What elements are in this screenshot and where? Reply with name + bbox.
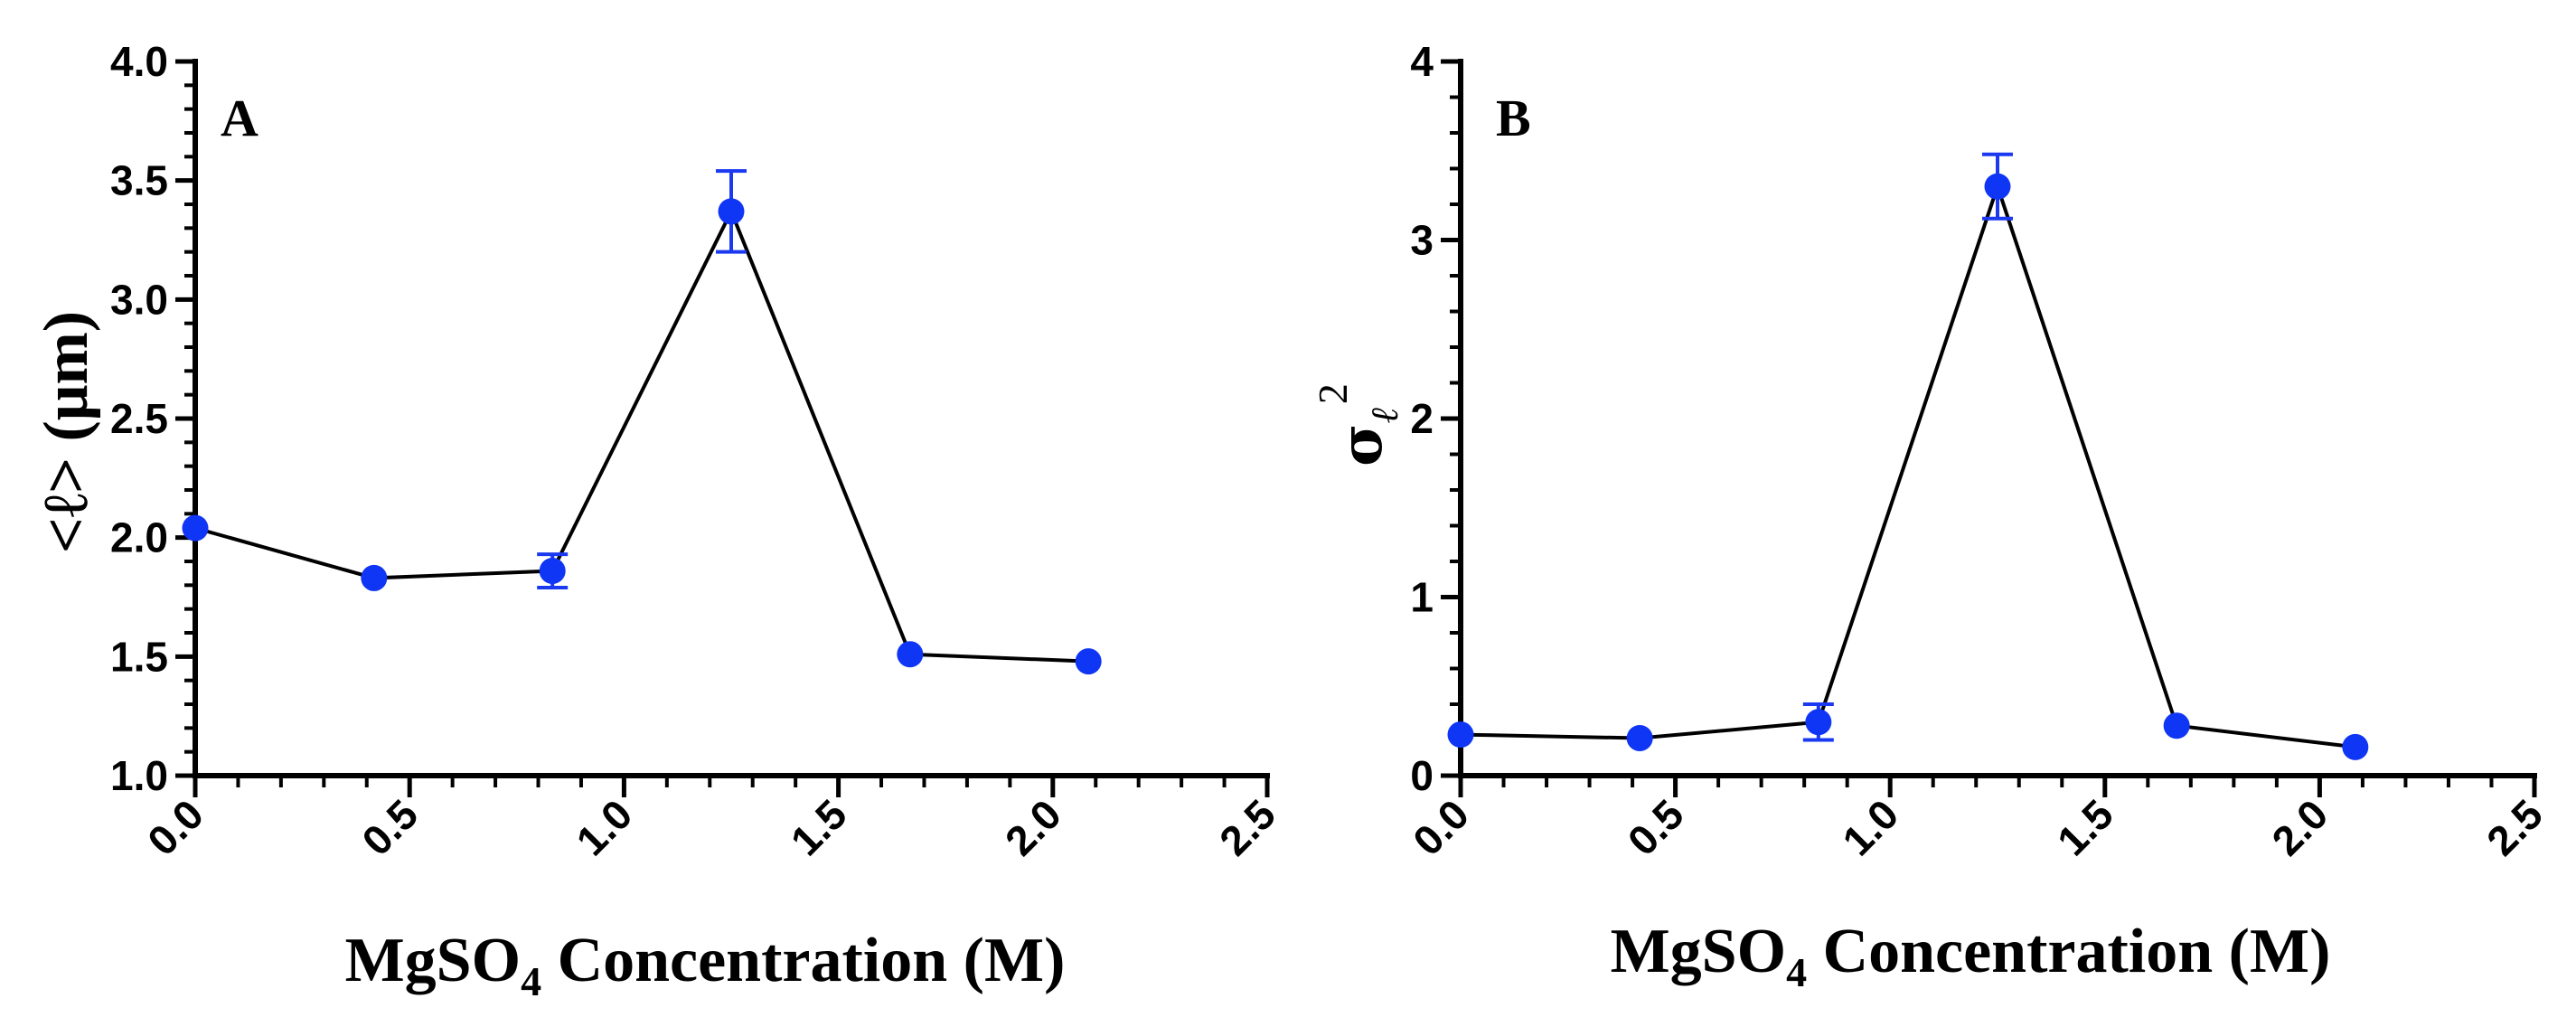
panel-a-y-axis-title: <ℓ> (μm): [32, 311, 101, 553]
panel-b-x-tick-label: 2.0: [2262, 790, 2336, 864]
panel-b-data-point: [1984, 173, 2011, 200]
panel-b-x-axis-title: MgSO4 Concentration (M): [1611, 917, 2331, 995]
panel-a-series-line: [194, 207, 1089, 664]
panel-a-y-tick-label: 2.0: [110, 514, 168, 561]
panel-a-y-tick-label: 3.5: [110, 157, 168, 204]
panel-a-data-point: [897, 641, 924, 668]
panel-b-y-tick-label: 0: [1410, 752, 1434, 799]
panel-b-y-tick-label: 2: [1410, 395, 1434, 442]
panel-b-x-tick-label: 1.0: [1833, 790, 1907, 864]
panel-b-axes: 0.0 0.5 1.0 1.5 2.0 2.5 0 1 2 3 4: [1404, 38, 2552, 864]
panel-a-label: A: [221, 89, 259, 147]
panel-b-data-point: [1805, 709, 1832, 736]
panel-a-x-tick-label: 2.5: [1210, 790, 1284, 864]
panel-b-label: B: [1496, 89, 1531, 147]
panel-a-y-tick-label: 1.5: [110, 633, 168, 680]
panel-b-x-tick-label: 0.0: [1404, 790, 1478, 864]
panel-a-x-tick-label: 1.5: [782, 790, 856, 864]
panel-b-data-point: [1626, 725, 1653, 752]
panel-a-data-point: [539, 558, 566, 585]
panel-a-series: [182, 169, 1102, 675]
panel-b-y-tick-label: 1: [1410, 574, 1434, 621]
panel-b-series-line: [1460, 180, 2356, 749]
panel-a-y-tick-label: 4.0: [110, 38, 168, 85]
panel-b-data-point: [1447, 721, 1474, 749]
panel-a-data-point: [361, 564, 388, 591]
panel-b-x-tick-label: 0.5: [1619, 790, 1693, 864]
panel-a-axes: 0.0 0.5 1.0 1.5 2.0 2.5 1.0 1.5 2.0 2.5 3.0 3.5 4.0: [110, 38, 1284, 864]
panel-a-x-tick-label: 0.5: [353, 790, 427, 864]
panel-b-x-tick-label: 1.5: [2048, 790, 2122, 864]
panel-a-x-axis-title: MgSO4 Concentration (M): [345, 926, 1066, 1004]
panel-b-series: [1447, 152, 2369, 760]
panel-a-data-point: [182, 514, 209, 542]
panel-a-y-tick-label: 1.0: [110, 752, 168, 799]
panel-a-data-point: [1075, 648, 1102, 675]
panel-b-x-tick-label: 2.5: [2477, 790, 2552, 864]
panel-b-y-tick-label: 3: [1410, 217, 1434, 264]
panel-a-x-tick-label: 2.0: [996, 790, 1070, 864]
panel-a-x-tick-label: 1.0: [567, 790, 641, 864]
panel-b-data-point: [2163, 712, 2190, 739]
panel-a-y-tick-label: 2.5: [110, 395, 168, 442]
panel-a-y-tick-label: 3.0: [110, 276, 168, 323]
panel-b-y-tick-label: 4: [1410, 38, 1434, 85]
panel-a-x-tick-label: 0.0: [138, 790, 212, 864]
panel-b-y-axis-title: σℓ2: [1310, 383, 1406, 466]
panel-a-chart: A 0.0 0.5 1.0 1.5 2.0 2.5 1.0 1.5 2.0 2.5 3.0 3.5 4.…: [32, 38, 1284, 1004]
panel-b-data-point: [2342, 733, 2369, 760]
panel-b-chart: B 0.0 0.5 1.0 1.5 2.0 2.5 0 1 2 3 4 MgSO4 Concentr…: [1310, 38, 2552, 995]
panel-a-data-point: [718, 198, 745, 225]
